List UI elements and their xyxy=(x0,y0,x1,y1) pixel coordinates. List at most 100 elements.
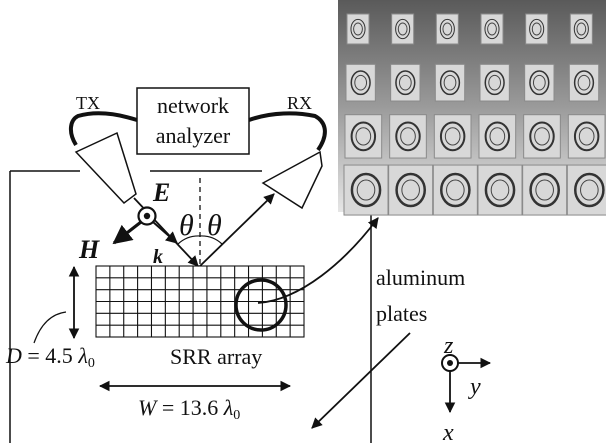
k-vector-label: k xyxy=(153,246,163,268)
tx-horn xyxy=(74,131,137,205)
angle-arc-incident xyxy=(177,235,201,245)
photo-plate xyxy=(567,114,606,159)
photo-plate xyxy=(525,13,549,45)
photo-srr-inner-ring xyxy=(580,179,599,201)
photo-srr-inner-ring xyxy=(397,22,408,36)
photo-srr-inner-ring xyxy=(534,127,550,146)
photo-srr-ring xyxy=(573,121,600,152)
photo-srr-inner-ring xyxy=(444,127,461,146)
photo-srr-ring xyxy=(574,172,605,208)
y-axis-label: y xyxy=(468,374,481,400)
photo-srr-ring xyxy=(439,18,455,40)
photo-srr-ring xyxy=(484,18,500,40)
reflected-ray xyxy=(199,193,275,267)
theta-left: θ xyxy=(179,209,194,242)
photo-srr-ring xyxy=(529,172,560,208)
network-analyzer-line1: network xyxy=(157,93,229,118)
k-vector-arrow xyxy=(152,221,178,244)
photo-srr-ring xyxy=(395,18,411,40)
srr-photo xyxy=(338,0,606,216)
photo-srr-ring xyxy=(439,70,461,96)
photo-plate xyxy=(389,114,427,159)
rx-cable xyxy=(248,111,327,152)
photo-plate xyxy=(566,164,606,216)
photo-plate xyxy=(390,63,421,102)
photo-srr-ring xyxy=(350,172,382,208)
photo-srr-inner-ring xyxy=(535,179,554,201)
photo-srr-inner-ring xyxy=(532,74,546,91)
photo-srr-inner-ring xyxy=(442,22,453,36)
photo-srr-inner-ring xyxy=(401,179,420,201)
h-field-label: H xyxy=(78,235,100,264)
photo-srr-ring xyxy=(350,70,371,96)
photo-plate xyxy=(435,13,459,45)
photo-plate xyxy=(522,164,568,216)
photo-plate xyxy=(344,114,383,159)
photo-srr-ring xyxy=(573,18,589,40)
photo-srr-inner-ring xyxy=(487,22,497,36)
photo-srr-ring xyxy=(529,18,545,40)
srr-zoom-circle xyxy=(234,278,288,332)
photo-srr-inner-ring xyxy=(400,127,416,146)
photo-srr-ring xyxy=(484,172,516,208)
photo-plate xyxy=(524,63,555,102)
photo-plate xyxy=(568,63,600,102)
aluminum-plates-line1: aluminum xyxy=(376,265,465,290)
photo-plate xyxy=(432,164,478,216)
photo-plate xyxy=(569,13,593,45)
e-field-dot xyxy=(143,212,151,220)
photo-srr-inner-ring xyxy=(490,179,510,201)
photo-srr-inner-ring xyxy=(578,127,595,146)
photo-plate xyxy=(434,63,466,102)
photo-srr-ring xyxy=(350,18,366,40)
photo-srr-ring xyxy=(440,172,471,208)
photo-srr-ring xyxy=(395,70,416,96)
photo-srr-ring xyxy=(529,121,555,152)
photo-srr-inner-ring xyxy=(489,127,506,146)
photo-srr-ring xyxy=(350,121,377,152)
photo-srr-inner-ring xyxy=(355,127,372,146)
h-field-arrow xyxy=(112,220,142,245)
photo-srr-inner-ring xyxy=(398,74,412,91)
photo-plate xyxy=(346,13,370,45)
photo-plate xyxy=(479,63,510,102)
photo-plate xyxy=(478,114,517,159)
z-axis-label: z xyxy=(443,333,454,359)
photo-srr-inner-ring xyxy=(446,179,465,201)
photo-srr-ring xyxy=(484,121,511,152)
photo-srr-inner-ring xyxy=(443,74,457,91)
photo-srr-ring xyxy=(484,70,505,96)
network-analyzer-box xyxy=(136,87,250,155)
tx-label: TX xyxy=(76,93,100,113)
photo-plate xyxy=(477,164,523,216)
photo-srr-inner-ring xyxy=(353,22,363,36)
photo-srr-ring xyxy=(395,121,421,152)
d-leader xyxy=(33,311,67,344)
x-axis-label: x xyxy=(442,420,454,443)
photo-srr-inner-ring xyxy=(354,74,368,91)
photo-plate xyxy=(433,114,472,159)
photo-srr-inner-ring xyxy=(531,22,542,36)
plates-pointer-arrow xyxy=(311,332,411,429)
network-analyzer-line2: analyzer xyxy=(156,123,231,148)
w-dimension-label: W = 13.6 λ0 xyxy=(138,395,240,423)
photo-plate xyxy=(480,13,504,45)
photo-srr-ring xyxy=(573,70,595,96)
theta-right: θ xyxy=(207,209,222,242)
photo-plate xyxy=(345,63,376,102)
rx-horn xyxy=(261,150,323,210)
srr-link-curve xyxy=(257,217,379,304)
z-axis-dot xyxy=(447,360,453,366)
photo-plate xyxy=(343,164,389,216)
photo-srr-ring xyxy=(529,70,550,96)
rx-label: RX xyxy=(287,93,312,113)
photo-plate xyxy=(388,164,434,216)
tx-cable xyxy=(69,111,138,147)
photo-srr-ring xyxy=(395,172,426,208)
e-field-label: E xyxy=(152,178,170,207)
photo-srr-inner-ring xyxy=(356,179,376,201)
srr-array-label: SRR array xyxy=(170,344,262,369)
photo-srr-ring xyxy=(439,121,466,152)
